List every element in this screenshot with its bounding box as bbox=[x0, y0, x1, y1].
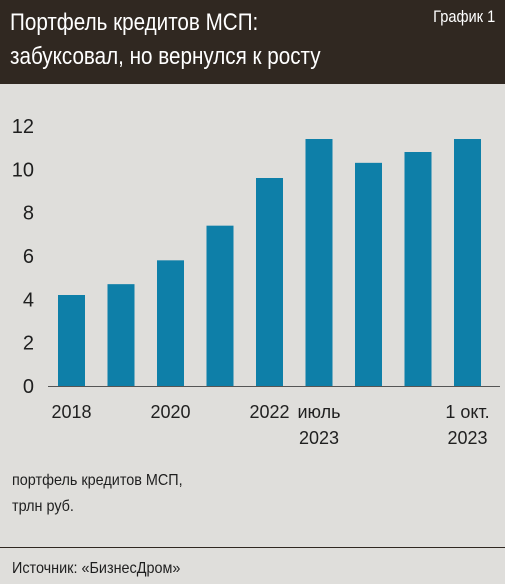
chart-title-line-1: Портфель кредитов МСП: bbox=[10, 9, 259, 36]
y-tick-label: 10 bbox=[12, 159, 34, 181]
chart-number-badge: График 1 bbox=[432, 7, 495, 26]
x-tick-label: 2022 bbox=[249, 402, 289, 422]
chart-title: Портфель кредитов МСП: забуксовал, но ве… bbox=[10, 6, 354, 74]
chart-header: Портфель кредитов МСП: забуксовал, но ве… bbox=[0, 0, 505, 84]
bar-0 bbox=[58, 295, 85, 386]
bar-3 bbox=[206, 225, 234, 386]
y-tick-label: 12 bbox=[12, 116, 34, 138]
chart-title-line-2: забуксовал, но вернулся к росту bbox=[10, 43, 321, 70]
x-tick-label: 1 окт. bbox=[445, 402, 489, 422]
y-tick-label: 6 bbox=[23, 246, 34, 268]
bar-8 bbox=[454, 139, 481, 386]
x-tick-label: 2018 bbox=[51, 402, 91, 422]
bar-1 bbox=[107, 284, 135, 386]
source-divider bbox=[0, 547, 505, 548]
value-unit-note: портфель кредитов МСП, трлн руб. bbox=[12, 468, 183, 520]
y-tick-label: 4 bbox=[23, 289, 34, 311]
bar-6 bbox=[355, 162, 382, 386]
x-tick-label: июль bbox=[297, 402, 340, 422]
bar-2 bbox=[157, 260, 184, 386]
x-tick-label: 2020 bbox=[150, 402, 190, 422]
bar-4 bbox=[256, 178, 283, 386]
x-tick-label: 2023 bbox=[299, 428, 339, 448]
y-tick-label: 2 bbox=[23, 333, 34, 355]
value-unit-note-line-2: трлн руб. bbox=[12, 498, 74, 515]
x-tick-label: 2023 bbox=[447, 428, 487, 448]
bar-7 bbox=[404, 152, 432, 386]
bar-5 bbox=[305, 139, 333, 386]
value-unit-note-line-1: портфель кредитов МСП, bbox=[12, 472, 183, 489]
bar-chart: 0 2 4 6 8 10 12 2018 2020 2022 июль 2023 1 окт. 2023 bbox=[12, 116, 500, 448]
y-tick-label: 0 bbox=[23, 376, 34, 398]
y-tick-label: 8 bbox=[23, 203, 34, 225]
source-text: Источник: «БизнесДром» bbox=[12, 560, 181, 577]
